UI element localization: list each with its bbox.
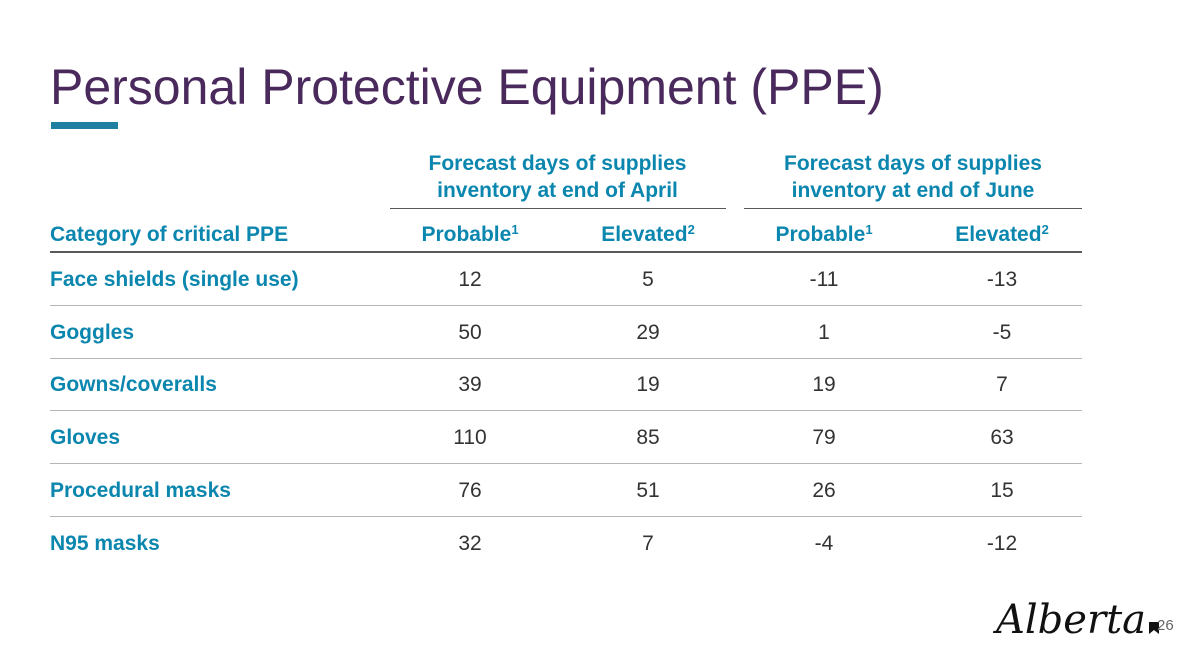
column-header-label: Probable (421, 223, 512, 246)
cell-june-elevated: -12 (986, 532, 1018, 555)
row-divider (50, 516, 1082, 517)
cell-april-probable: 32 (458, 532, 482, 555)
cell-june-probable: 19 (812, 373, 836, 396)
cell-april-probable: 50 (458, 321, 482, 344)
row-category: N95 masks (50, 532, 160, 555)
group-header-april-rule (390, 208, 726, 209)
cell-june-probable: -4 (814, 532, 834, 555)
cell-june-probable: 26 (812, 479, 836, 502)
cell-june-elevated: 15 (990, 479, 1014, 502)
title-accent-bar (51, 122, 118, 129)
cell-april-elevated: 7 (642, 532, 654, 555)
column-header-label: Elevated (601, 223, 688, 246)
table-row: Gloves 110 85 79 63 (50, 411, 1082, 464)
alberta-logo-flag-icon (1149, 622, 1159, 634)
cell-april-probable: 39 (458, 373, 482, 396)
cell-april-elevated: 19 (636, 373, 660, 396)
cell-june-elevated: 63 (990, 426, 1014, 449)
row-category: Gowns/coveralls (50, 373, 217, 396)
column-header-label: Probable (775, 223, 866, 246)
cell-april-probable: 12 (458, 268, 482, 291)
cell-april-elevated: 51 (636, 479, 660, 502)
row-category: Goggles (50, 321, 135, 344)
row-divider (50, 358, 1082, 359)
column-header-june-probable: Probable1 (764, 221, 884, 249)
cell-june-elevated: 7 (996, 373, 1008, 396)
footnote-marker: 2 (1041, 222, 1049, 237)
column-header-april-probable: Probable1 (410, 221, 530, 249)
cell-april-elevated: 29 (636, 321, 660, 344)
footnote-marker: 1 (865, 222, 873, 237)
row-category: Gloves (50, 426, 121, 449)
page-number: 26 (1157, 617, 1174, 634)
table-row: Face shields (single use) 12 5 -11 -13 (50, 253, 1082, 306)
table-row: Gowns/coveralls 39 19 19 7 (50, 358, 1082, 411)
row-category: Face shields (single use) (50, 268, 299, 291)
row-divider (50, 463, 1082, 464)
cell-june-elevated: -13 (986, 268, 1018, 291)
cell-april-elevated: 85 (636, 426, 660, 449)
group-header-june: Forecast days of supplies inventory at e… (784, 152, 1042, 202)
column-header-april-elevated: Elevated2 (588, 221, 708, 249)
table-row: Goggles 50 29 1 -5 (50, 306, 1082, 359)
table-row: N95 masks 32 7 -4 -12 (50, 517, 1082, 570)
cell-april-elevated: 5 (642, 268, 654, 291)
cell-june-probable: -11 (809, 268, 839, 291)
column-header-june-elevated: Elevated2 (942, 221, 1062, 249)
footnote-marker: 1 (511, 222, 519, 237)
cell-april-probable: 110 (453, 426, 487, 449)
cell-june-elevated: -5 (992, 321, 1012, 344)
header-rule (50, 251, 1082, 253)
category-column-header: Category of critical PPE (50, 223, 289, 246)
cell-april-probable: 76 (458, 479, 482, 502)
ppe-table: Forecast days of supplies inventory at e… (50, 0, 1082, 649)
cell-june-probable: 1 (818, 321, 830, 344)
row-divider (50, 410, 1082, 411)
slide-title: Personal Protective Equipment (PPE) (50, 59, 884, 115)
cell-june-probable: 79 (812, 426, 836, 449)
group-header-june-rule (744, 208, 1082, 209)
row-category: Procedural masks (50, 479, 231, 502)
group-header-april: Forecast days of supplies inventory at e… (428, 152, 687, 202)
alberta-logo-wordmark: Alberta (996, 597, 1146, 643)
table-row: Procedural masks 76 51 26 15 (50, 464, 1082, 517)
row-divider (50, 305, 1082, 306)
footnote-marker: 2 (687, 222, 695, 237)
alberta-logo: Alberta (996, 596, 1160, 644)
column-header-label: Elevated (955, 223, 1042, 246)
